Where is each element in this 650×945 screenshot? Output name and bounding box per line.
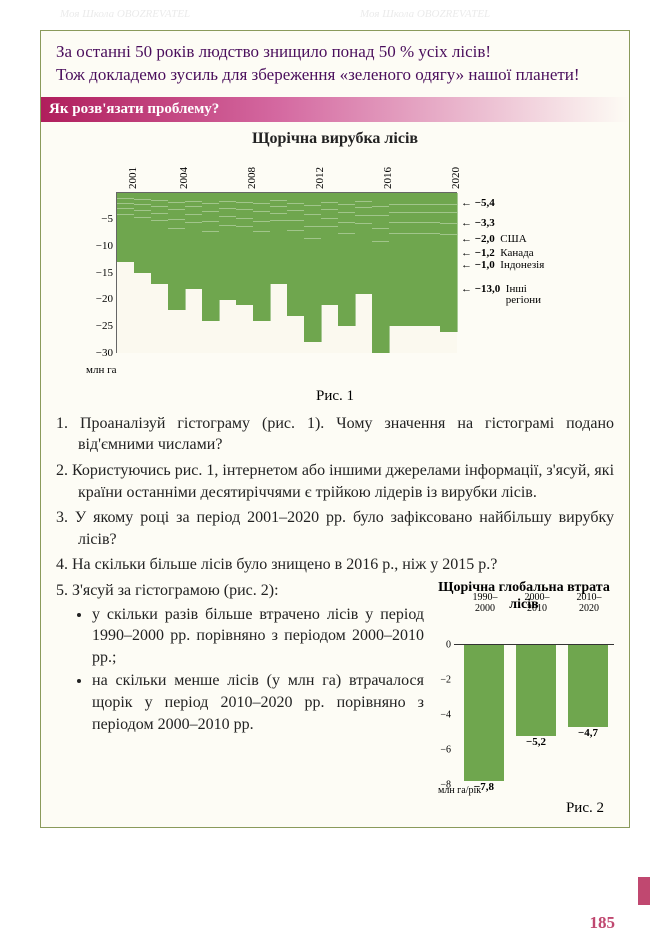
chart1-xlabel: 2016 — [382, 167, 394, 189]
page-number: 185 — [590, 913, 616, 933]
question5: З'ясуй за гістограмою (рис. 2): у скільк… — [56, 580, 424, 735]
chart1-bar — [355, 193, 373, 294]
arrow-icon: ← — [461, 283, 472, 295]
arrow-icon: ← — [461, 197, 472, 209]
chart1-ytick: −10 — [85, 240, 117, 252]
intro-line1: За останні 50 років людство знищило пона… — [56, 42, 491, 61]
watermark: Моя Школа OBOZREVATEL — [360, 8, 490, 20]
chart1: −5 −10 −15 −20 −25 −30 2001 2004 2008 20… — [56, 152, 614, 382]
chart1-bar — [372, 193, 390, 353]
chart1-xlabel: 2012 — [314, 167, 326, 189]
arrow-icon: ← — [461, 233, 472, 245]
chart1-bar — [253, 193, 271, 321]
chart2-ytick: −8 — [440, 779, 454, 790]
intro-text: За останні 50 років людство знищило пона… — [56, 41, 614, 87]
q5-bullet: на скільки менше лісів (у млн га) втрача… — [92, 670, 424, 735]
intro-line2: Тож докладемо зусиль для збереження «зел… — [56, 65, 580, 84]
chart1-xlabel: 2020 — [450, 167, 462, 189]
question-item: З'ясуй за гістограмою (рис. 2): у скільк… — [56, 580, 424, 735]
chart2-xlabel: 1990–2000 — [460, 592, 510, 614]
fig1-caption: Рис. 1 — [56, 388, 614, 405]
q5-bullet: у скільки разів більше втрачено лісів у … — [92, 604, 424, 669]
chart2-xlabel: 2000–2010 — [512, 592, 562, 614]
question-item: Користуючись рис. 1, інтернетом або інши… — [56, 460, 614, 503]
chart2-ytick: −4 — [440, 709, 454, 720]
chart1-xlabel: 2001 — [127, 167, 139, 189]
question-item: На скільки більше лісів було знищено в 2… — [56, 554, 614, 576]
chart1-bar — [321, 193, 339, 305]
chart1-bar — [440, 193, 458, 332]
chart1-ylabel: млн га — [86, 364, 116, 376]
arrow-icon: ← — [461, 247, 472, 259]
chart2-value-label: −5,2 — [516, 736, 556, 748]
chart1-bar — [406, 193, 424, 326]
chart1-ytick: −5 — [85, 213, 117, 225]
questions-list: Проаналізуй гістограму (рис. 1). Чому зн… — [56, 413, 614, 576]
content-box: За останні 50 років людство знищило пона… — [40, 30, 630, 828]
chart1-bar — [236, 193, 254, 305]
chart1-bar — [219, 193, 237, 300]
question-item: Проаналізуй гістограму (рис. 1). Чому зн… — [56, 413, 614, 456]
chart2-ytick: −6 — [440, 744, 454, 755]
chart2-value-label: −4,7 — [568, 727, 608, 739]
chart2-bar — [464, 645, 504, 782]
chart1-bar — [389, 193, 407, 326]
chart2-ytick: −2 — [440, 674, 454, 685]
question-item: У якому році за період 2001–2020 рр. бул… — [56, 507, 614, 550]
chart1-ytick: −25 — [85, 320, 117, 332]
page-tab — [638, 877, 650, 905]
chart1-bar — [304, 193, 322, 342]
chart2: Щорічна глобальна втрата лісів 1990–2000… — [434, 580, 614, 817]
chart1-ytick: −30 — [85, 347, 117, 359]
chart2-bar — [568, 645, 608, 727]
chart2-value-label: −7,8 — [464, 781, 504, 793]
watermark: Моя Школа OBOZREVATEL — [60, 8, 190, 20]
chart1-bar — [168, 193, 186, 310]
arrow-icon: ← — [461, 217, 472, 229]
chart1-bar — [338, 193, 356, 326]
chart1-bar — [287, 193, 305, 316]
chart1-ytick: −20 — [85, 293, 117, 305]
chart1-xlabel: 2008 — [246, 167, 258, 189]
arrow-icon: ← — [461, 259, 472, 271]
chart1-ytick: −15 — [85, 267, 117, 279]
chart2-ytick: 0 — [446, 639, 454, 650]
fig2-caption: Рис. 2 — [434, 800, 604, 817]
section-header: Як розв'язати проблему? — [41, 97, 629, 122]
chart1-title: Щорічна вирубка лісів — [56, 130, 614, 148]
chart2-xlabel: 2010–2020 — [564, 592, 614, 614]
chart2-bar — [516, 645, 556, 736]
chart1-bar — [202, 193, 220, 321]
chart1-bar — [423, 193, 441, 326]
chart1-xlabel: 2004 — [178, 167, 190, 189]
